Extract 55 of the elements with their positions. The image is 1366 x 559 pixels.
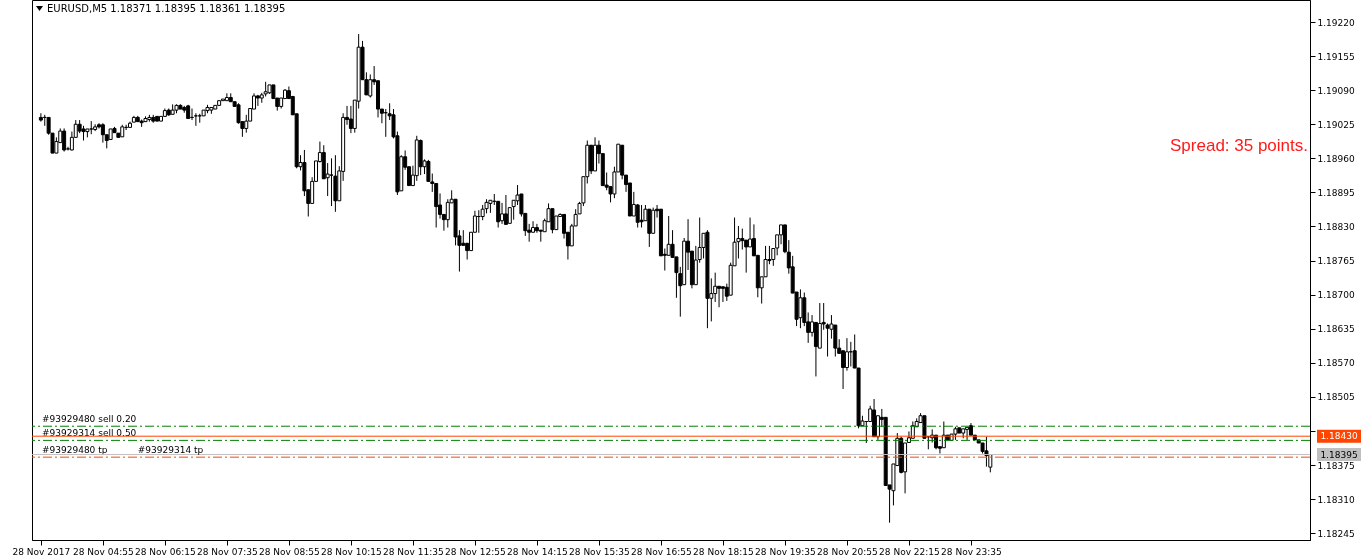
x-tick-label: 28 Nov 07:35: [197, 546, 258, 557]
x-tick-label: 28 Nov 22:15: [879, 546, 940, 557]
x-tick-label: 28 Nov 14:15: [507, 546, 568, 557]
y-tick-label: 1.18375: [1317, 460, 1355, 471]
candlestick: [965, 426, 970, 441]
y-tick-label: 1.19155: [1317, 51, 1355, 62]
candlestick: [941, 421, 946, 449]
x-tick-label: 28 Nov 20:55: [817, 546, 878, 557]
y-tick-label: 1.19220: [1317, 17, 1355, 28]
x-tick-label: 28 Nov 08:55: [259, 546, 320, 557]
candlestick: [740, 228, 745, 251]
x-tick-label: 28 Nov 06:15: [135, 546, 196, 557]
candlestick: [844, 337, 849, 372]
x-tick-label: 28 Nov 23:35: [941, 546, 1002, 557]
x-tick-label: 28 Nov 11:35: [383, 546, 444, 557]
candlestick: [445, 198, 450, 229]
y-tick-label: 1.18245: [1317, 528, 1355, 539]
y-tick-label: 1.18765: [1317, 256, 1355, 267]
candlestick: [193, 112, 198, 127]
chart-title: EURUSD,M5 1.18371 1.18395 1.18361 1.18395: [47, 3, 286, 14]
candlestick: [534, 223, 539, 234]
x-tick-label: 28 Nov 18:15: [693, 546, 754, 557]
ref-line-label: 1.18430: [1320, 431, 1358, 442]
x-tick-label: 28 Nov 19:35: [755, 546, 816, 557]
candlestick: [255, 94, 260, 107]
candlestick: [38, 112, 43, 123]
ref-line-label: #93929314 sell 0.50: [42, 428, 137, 439]
y-tick-label: 1.18700: [1317, 290, 1355, 301]
x-tick-label: 28 Nov 04:55: [73, 546, 134, 557]
y-tick-label: 1.18505: [1317, 392, 1355, 403]
candlestick: [329, 157, 334, 207]
y-tick-label: 1.18570: [1317, 358, 1355, 369]
y-tick-label: 1.18310: [1317, 494, 1355, 505]
x-tick-label: 28 Nov 10:15: [321, 546, 382, 557]
x-tick-label: 28 Nov 15:35: [569, 546, 630, 557]
x-tick-label: 28 Nov 16:55: [631, 546, 692, 557]
candlestick: [500, 202, 505, 225]
x-tick-label: 28 Nov 2017: [12, 546, 71, 557]
x-tick-label: 28 Nov 12:55: [445, 546, 506, 557]
annotation: Spread: 35 points.: [1169, 136, 1308, 156]
y-tick-label: 1.18830: [1317, 221, 1355, 232]
ref-line-label: #93929480 sell 0.20: [42, 414, 137, 425]
ref-line-label: 1.18395: [1320, 449, 1358, 460]
annotation: #93929314 tp: [137, 445, 204, 456]
y-tick-label: 1.19025: [1317, 119, 1355, 130]
y-tick-label: 1.18635: [1317, 324, 1355, 335]
y-tick-label: 1.18960: [1317, 153, 1355, 164]
candlestick: [368, 73, 373, 99]
candlestick: [717, 285, 722, 308]
y-tick-label: 1.18895: [1317, 187, 1355, 198]
candlestick: [651, 207, 656, 234]
y-tick-label: 1.19090: [1317, 85, 1355, 96]
candlestick: [720, 286, 725, 303]
candlestick: [503, 194, 508, 225]
ref-line-label: #93929480 tp: [42, 445, 108, 456]
